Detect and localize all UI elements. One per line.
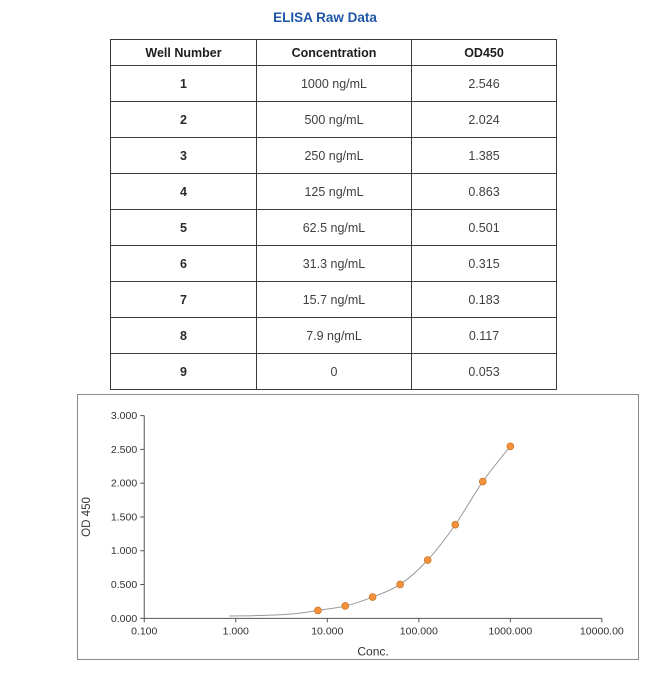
concentration-cell: 500 ng/mL — [256, 101, 412, 138]
table-header-row: Well Number Concentration OD450 — [110, 39, 557, 66]
data-point — [506, 442, 515, 451]
table-row: 1 1000 ng/mL 2.546 — [110, 65, 557, 102]
x-tick-label: 10000.00 — [580, 625, 624, 637]
concentration-cell: 15.7 ng/mL — [256, 281, 412, 318]
table-row: 4 125 ng/mL 0.863 — [110, 173, 557, 210]
concentration-cell: 1000 ng/mL — [256, 65, 412, 102]
x-tick-label: 10.000 — [311, 625, 343, 637]
column-header: OD450 — [411, 39, 557, 66]
table-row: 9 0 0.053 — [110, 353, 557, 390]
x-tick-label: 1000.000 — [488, 625, 532, 637]
od450-cell: 0.315 — [411, 245, 557, 282]
data-point — [451, 520, 460, 529]
x-tick-label: 100.000 — [400, 625, 438, 637]
well-number-cell: 2 — [110, 101, 257, 138]
fit-curve — [229, 445, 511, 617]
concentration-cell: 31.3 ng/mL — [256, 245, 412, 282]
y-tick-label: 2.000 — [111, 478, 137, 490]
well-number-cell: 5 — [110, 209, 257, 246]
table-row: 7 15.7 ng/mL 0.183 — [110, 281, 557, 318]
table-row: 3 250 ng/mL 1.385 — [110, 137, 557, 174]
well-number-cell: 6 — [110, 245, 257, 282]
data-point — [396, 580, 404, 589]
table-row: 5 62.5 ng/mL 0.501 — [110, 209, 557, 246]
od450-cell: 0.053 — [411, 353, 557, 390]
table-body: 1 1000 ng/mL 2.546 2 500 ng/mL 2.024 3 250 ng/m… — [110, 65, 557, 390]
y-tick-label: 2.500 — [111, 444, 137, 456]
data-point — [341, 602, 350, 610]
y-axis-label: OD 450 — [81, 497, 93, 537]
concentration-cell: 125 ng/mL — [256, 173, 412, 210]
y-tick-label: 1.000 — [111, 545, 137, 557]
well-number-cell: 8 — [110, 317, 257, 354]
page-title: ELISA Raw Data — [273, 10, 377, 25]
table-row: 6 31.3 ng/mL 0.315 — [110, 245, 557, 282]
data-point — [314, 606, 322, 615]
od450-cell: 2.024 — [411, 101, 557, 138]
column-header: Concentration — [256, 39, 412, 66]
x-tick-label: 1.000 — [223, 625, 249, 637]
data-point — [423, 556, 432, 564]
y-tick-label: 0.000 — [111, 613, 137, 625]
well-number-cell: 4 — [110, 173, 257, 210]
x-axis-label: Conc. — [357, 644, 388, 658]
data-point — [368, 593, 377, 601]
table-row: 8 7.9 ng/mL 0.117 — [110, 317, 557, 354]
od450-cell: 0.183 — [411, 281, 557, 318]
od450-cell: 2.546 — [411, 65, 557, 102]
chart-panel: 0.000 0.500 1.000 1.500 2.000 2.500 3.000 0.100… — [77, 394, 639, 660]
elisa-chart: 0.000 0.500 1.000 1.500 2.000 2.500 3.000 0.100… — [81, 410, 624, 658]
elisa-table: Well Number Concentration OD450 1 1000 ng/m… — [110, 39, 557, 390]
x-tick-label: 0.100 — [131, 625, 157, 637]
y-tick-label: 1.500 — [111, 511, 137, 523]
column-header: Well Number — [110, 39, 257, 66]
well-number-cell: 9 — [110, 353, 257, 390]
concentration-cell: 7.9 ng/mL — [256, 317, 412, 354]
y-tick-label: 0.500 — [111, 579, 137, 591]
od450-cell: 0.117 — [411, 317, 557, 354]
od450-cell: 0.501 — [411, 209, 557, 246]
well-number-cell: 3 — [110, 137, 257, 174]
concentration-cell: 0 — [256, 353, 412, 390]
od450-cell: 1.385 — [411, 137, 557, 174]
concentration-cell: 62.5 ng/mL — [256, 209, 412, 246]
y-tick-label: 3.000 — [111, 410, 137, 422]
well-number-cell: 7 — [110, 281, 257, 318]
data-point — [478, 477, 487, 486]
table-row: 2 500 ng/mL 2.024 — [110, 101, 557, 138]
concentration-cell: 250 ng/mL — [256, 137, 412, 174]
well-number-cell: 1 — [110, 65, 257, 102]
od450-cell: 0.863 — [411, 173, 557, 210]
